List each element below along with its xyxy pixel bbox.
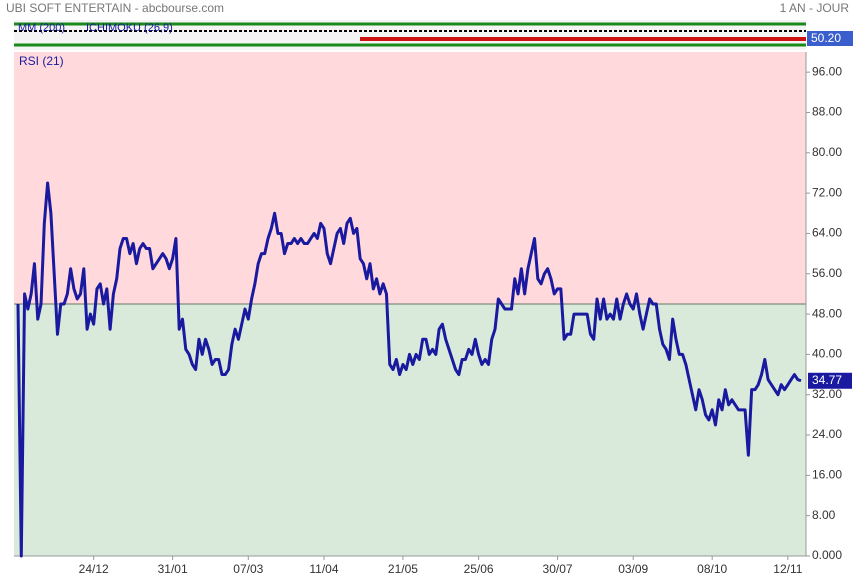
last-value-box [808,372,852,389]
x-tick-label: 21/05 [388,562,418,576]
plot-area: 0.000 8.00 16.00 24.00 32.00 40.00 48.00 56.00 6… [14,52,852,576]
pane-label: RSI (21) [19,54,64,68]
y-tick-label: 0.000 [812,548,842,562]
rsi-line [16,181,802,558]
y-tick-label: 56.00 [812,266,842,280]
y-tick-label: 72.00 [812,185,842,199]
x-tick-label: 08/10 [697,562,727,576]
x-tick-label: 30/07 [543,562,573,576]
overbought-zone [14,52,806,304]
y-tick-label: 96.00 [812,64,842,78]
x-tick-label: 24/12 [79,562,109,576]
x-tick-label: 07/03 [233,562,263,576]
x-tick-label: 11/04 [309,562,338,576]
indicator-label: ICHIMOKU (26,9) [86,22,173,34]
last-value-label: 34.77 [812,373,842,387]
last-value: 50.20 [811,31,841,45]
indicator-label: MM (200) [18,22,65,34]
y-tick-label: 8.00 [812,508,836,522]
x-tick-label: 12/11 [773,562,802,576]
y-tick-label: 88.00 [812,105,842,119]
y-tick-label: 40.00 [812,347,842,361]
oversold-zone [14,304,806,556]
x-tick-label: 31/01 [158,562,188,576]
last-value-box [807,31,853,46]
y-tick-label: 64.00 [812,226,842,240]
top-pane: MM (200) ICHIMOKU (26,9) 50.20 [14,20,853,50]
chart-title: UBI SOFT ENTERTAIN - abcbourse.com [6,1,224,15]
y-tick-label: 80.00 [812,145,842,159]
y-tick-label: 16.00 [812,468,842,482]
x-tick-label: 25/06 [464,562,494,576]
period: 1 AN - JOUR [780,1,850,15]
y-tick-label: 24.00 [812,427,842,441]
y-tick-label: 32.00 [812,387,842,401]
x-tick-label: 03/09 [618,562,648,576]
y-tick-label: 48.00 [812,306,842,320]
